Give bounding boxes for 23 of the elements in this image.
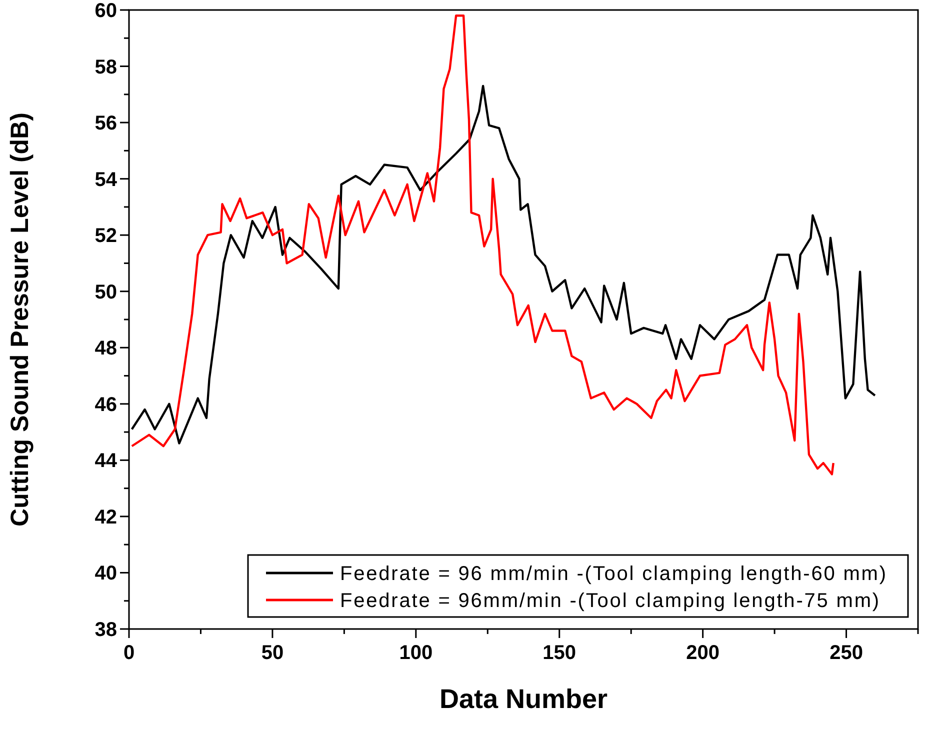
y-tick-label: 44 xyxy=(94,450,118,472)
y-tick-label: 48 xyxy=(94,338,117,360)
legend-label: Feedrate = 96 mm/min -(Tool clamping length-60 mm) xyxy=(340,563,888,585)
x-tick-label: 200 xyxy=(686,642,720,664)
x-tick-label: 150 xyxy=(542,642,576,664)
y-axis-title: Cutting Sound Pressure Level (dB) xyxy=(6,112,34,526)
y-tick-label: 54 xyxy=(94,168,118,191)
x-tick-label: 50 xyxy=(261,642,284,664)
y-tick-label: 40 xyxy=(94,562,117,585)
x-tick-label: 0 xyxy=(123,642,135,664)
line-series xyxy=(130,14,834,476)
x-tick-label: 100 xyxy=(399,642,433,664)
legend-label: Feedrate = 96mm/min -(Tool clamping length-75 mm) xyxy=(340,590,880,612)
x-axis-title: Data Number xyxy=(439,684,608,714)
y-tick-label: 56 xyxy=(94,112,117,135)
y-tick-label: 42 xyxy=(94,506,117,528)
y-tick-label: 60 xyxy=(94,0,117,22)
x-tick-label: 250 xyxy=(830,642,863,664)
y-tick-label: 50 xyxy=(94,281,117,304)
y-tick-label: 46 xyxy=(94,394,117,416)
y-tick-label: 58 xyxy=(94,56,117,78)
y-tick-label: 52 xyxy=(94,225,117,248)
y-tick-label: 38 xyxy=(94,619,117,641)
